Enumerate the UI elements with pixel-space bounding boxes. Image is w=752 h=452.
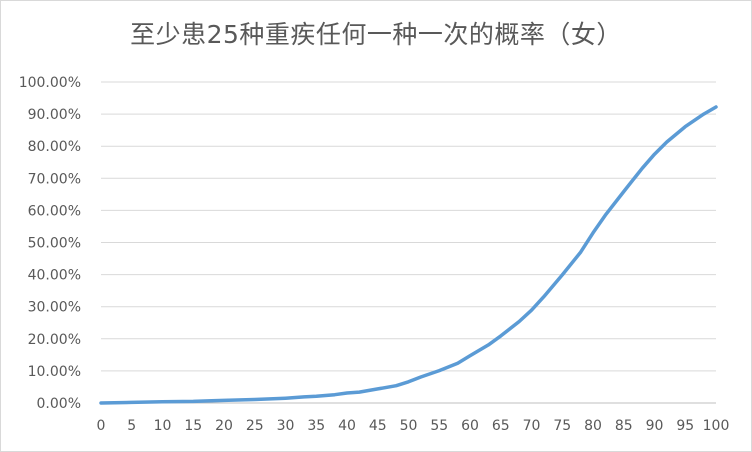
x-tick-label: 35: [307, 418, 325, 434]
x-tick-label: 55: [430, 418, 448, 434]
x-tick-label: 10: [154, 418, 172, 434]
y-tick-label: 50.00%: [28, 236, 81, 252]
x-tick-label: 75: [553, 418, 571, 434]
x-tick-label: 65: [492, 418, 510, 434]
y-tick-label: 90.00%: [28, 107, 81, 123]
y-tick-label: 100.00%: [19, 75, 81, 91]
y-tick-label: 10.00%: [28, 364, 81, 380]
x-tick-label: 95: [676, 418, 694, 434]
y-tick-label: 60.00%: [28, 203, 81, 219]
x-tick-label: 50: [400, 418, 418, 434]
y-tick-label: 20.00%: [28, 332, 81, 348]
x-tick-label: 70: [523, 418, 541, 434]
x-tick-label: 15: [184, 418, 202, 434]
x-tick-label: 80: [584, 418, 602, 434]
series-line: [99, 105, 718, 405]
x-tick-label: 45: [369, 418, 387, 434]
x-tick-label: 60: [461, 418, 479, 434]
x-tick-label: 20: [215, 418, 233, 434]
x-tick-label: 25: [246, 418, 264, 434]
chart-title: 至少患25种重疾任何一种一次的概率（女）: [130, 20, 622, 49]
x-tick-label: 90: [646, 418, 664, 434]
x-tick-label: 5: [127, 418, 136, 434]
x-tick-label: 100: [703, 418, 730, 434]
y-tick-label: 0.00%: [37, 396, 81, 412]
y-tick-label: 80.00%: [28, 139, 81, 155]
x-tick-label: 40: [338, 418, 356, 434]
x-tick-label: 0: [97, 418, 106, 434]
y-tick-label: 40.00%: [28, 268, 81, 284]
x-tick-label: 85: [615, 418, 633, 434]
y-tick-label: 30.00%: [28, 300, 81, 316]
y-tick-label: 70.00%: [28, 171, 81, 187]
x-tick-label: 30: [277, 418, 295, 434]
